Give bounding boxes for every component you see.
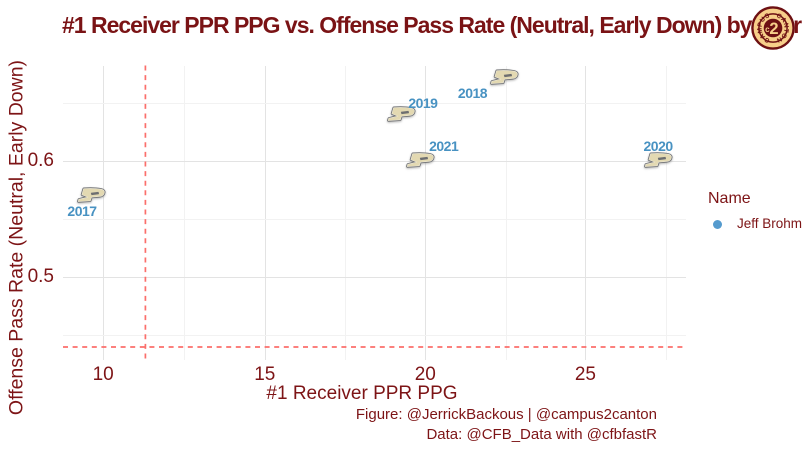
svg-text:c: c bbox=[765, 25, 770, 34]
svg-text:2: 2 bbox=[769, 20, 778, 38]
